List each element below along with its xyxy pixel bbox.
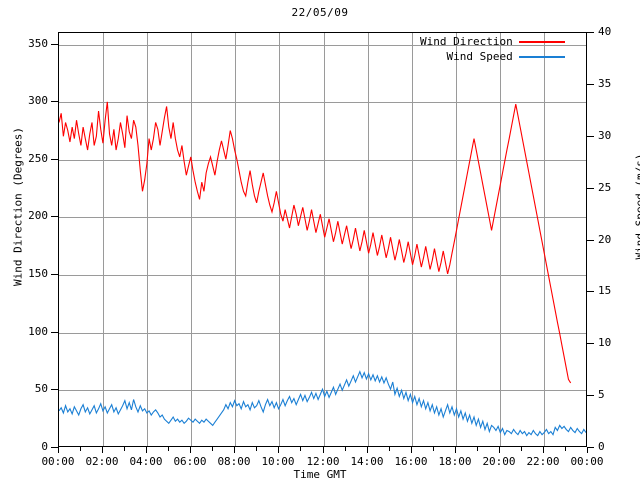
x-tick — [190, 447, 191, 453]
y-tick-label-left: 50 — [2, 382, 48, 395]
y-tick-label-right: 0 — [598, 440, 640, 453]
series-layer — [59, 33, 586, 446]
y-tick-label-left: 150 — [2, 267, 48, 280]
x-tick — [102, 447, 103, 453]
y-tick-right — [587, 291, 594, 292]
legend-label: Wind Speed — [446, 50, 512, 63]
x-tick — [499, 447, 500, 453]
x-tick-label: 12:00 — [299, 455, 347, 468]
y-tick-left — [51, 101, 58, 102]
x-tick-label: 06:00 — [166, 455, 214, 468]
x-tick — [543, 447, 544, 453]
y-tick-label-right: 40 — [598, 25, 640, 38]
x-tick-minor — [389, 447, 390, 451]
x-axis-title: Time GMT — [0, 468, 640, 481]
legend-item: Wind Speed — [420, 49, 565, 64]
y-tick-right — [587, 136, 594, 137]
chart-title: 22/05/09 — [0, 6, 640, 19]
y-tick-label-left: 350 — [2, 37, 48, 50]
x-tick-label: 00:00 — [34, 455, 82, 468]
x-tick-label: 16:00 — [387, 455, 435, 468]
x-tick-minor — [80, 447, 81, 451]
series-wind-direction — [59, 102, 571, 383]
y-tick-right — [587, 343, 594, 344]
x-tick — [411, 447, 412, 453]
y-tick-left — [51, 159, 58, 160]
y-tick-label-left: 100 — [2, 325, 48, 338]
x-tick-minor — [300, 447, 301, 451]
y-tick-left — [51, 44, 58, 45]
x-tick — [278, 447, 279, 453]
x-tick-label: 22:00 — [519, 455, 567, 468]
x-tick-minor — [124, 447, 125, 451]
x-tick-minor — [256, 447, 257, 451]
y-tick-label-right: 30 — [598, 129, 640, 142]
y-tick-left — [51, 274, 58, 275]
x-tick-minor — [521, 447, 522, 451]
y-tick-right — [587, 240, 594, 241]
y-tick-label-left: 250 — [2, 152, 48, 165]
x-tick-minor — [433, 447, 434, 451]
y-tick-left — [51, 332, 58, 333]
series-wind-speed — [59, 372, 586, 436]
x-tick-minor — [212, 447, 213, 451]
x-tick-label: 20:00 — [475, 455, 523, 468]
chart-legend: Wind Direction Wind Speed — [420, 34, 565, 64]
legend-label: Wind Direction — [420, 35, 513, 48]
y-tick-label-right: 10 — [598, 336, 640, 349]
y-tick-right — [587, 395, 594, 396]
x-tick-label: 18:00 — [431, 455, 479, 468]
x-tick-label: 14:00 — [343, 455, 391, 468]
y-tick-right — [587, 447, 594, 448]
y-tick-label-left: 0 — [2, 440, 48, 453]
y-tick-left — [51, 216, 58, 217]
x-tick — [234, 447, 235, 453]
y-tick-left — [51, 447, 58, 448]
x-tick — [455, 447, 456, 453]
x-tick-minor — [168, 447, 169, 451]
plot-area — [58, 32, 587, 447]
legend-swatch — [519, 41, 565, 43]
x-tick — [146, 447, 147, 453]
x-tick-minor — [565, 447, 566, 451]
y-tick-right — [587, 84, 594, 85]
y-tick-label-right: 35 — [598, 77, 640, 90]
legend-item: Wind Direction — [420, 34, 565, 49]
x-tick — [58, 447, 59, 453]
y-tick-label-right: 15 — [598, 284, 640, 297]
y-tick-label-right: 20 — [598, 233, 640, 246]
legend-swatch — [519, 56, 565, 58]
y-tick-left — [51, 389, 58, 390]
x-tick — [323, 447, 324, 453]
y-tick-right — [587, 188, 594, 189]
x-tick-label: 04:00 — [122, 455, 170, 468]
x-tick-minor — [345, 447, 346, 451]
x-tick-label: 00:00 — [563, 455, 611, 468]
y-tick-label-left: 300 — [2, 94, 48, 107]
x-tick-label: 10:00 — [254, 455, 302, 468]
x-tick — [367, 447, 368, 453]
y-tick-label-left: 200 — [2, 209, 48, 222]
y-tick-right — [587, 32, 594, 33]
x-tick-label: 02:00 — [78, 455, 126, 468]
x-tick-label: 08:00 — [210, 455, 258, 468]
x-tick — [587, 447, 588, 453]
y-tick-label-right: 25 — [598, 181, 640, 194]
x-tick-minor — [477, 447, 478, 451]
y-tick-label-right: 5 — [598, 388, 640, 401]
